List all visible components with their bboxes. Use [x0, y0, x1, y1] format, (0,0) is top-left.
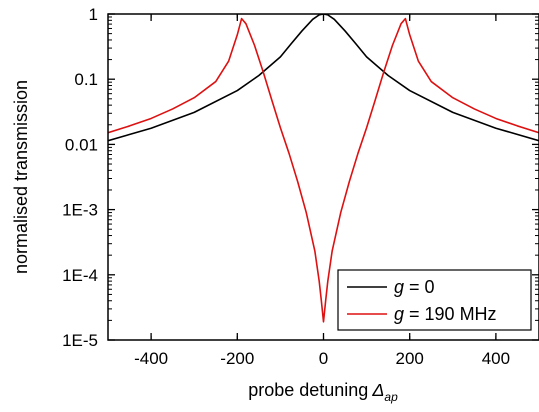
legend-rest-g-190: = 190 MHz — [404, 304, 497, 324]
series-line-0 — [108, 14, 539, 141]
y-tick-label: 1E-4 — [62, 266, 98, 285]
y-tick-label: 0.01 — [65, 135, 98, 154]
legend-var-g-190: g — [394, 304, 404, 324]
legend-var-g-0: g — [394, 277, 404, 297]
x-tick-label: -400 — [134, 349, 168, 368]
legend: g = 0 g = 190 MHz — [338, 270, 531, 330]
x-axis-label-subscript: ap — [384, 390, 398, 404]
x-axis-label-text: probe detuning — [248, 380, 368, 400]
x-axis-label-symbol: Δ — [371, 380, 384, 400]
legend-label-g-0: g = 0 — [394, 277, 435, 297]
legend-label-g-190: g = 190 MHz — [394, 304, 497, 324]
y-tick-label: 1 — [89, 5, 98, 24]
x-tick-label: 400 — [482, 349, 510, 368]
y-tick-label: 1E-3 — [62, 201, 98, 220]
y-tick-label: 0.1 — [74, 70, 98, 89]
legend-rest-g-0: = 0 — [404, 277, 435, 297]
x-tick-label: 0 — [319, 349, 328, 368]
y-tick-label: 1E-5 — [62, 331, 98, 350]
x-axis-label: probe detuning Δap — [248, 380, 398, 404]
x-tick-label: -200 — [220, 349, 254, 368]
x-tick-label: 200 — [396, 349, 424, 368]
y-axis-label: normalised transmission — [11, 80, 31, 274]
